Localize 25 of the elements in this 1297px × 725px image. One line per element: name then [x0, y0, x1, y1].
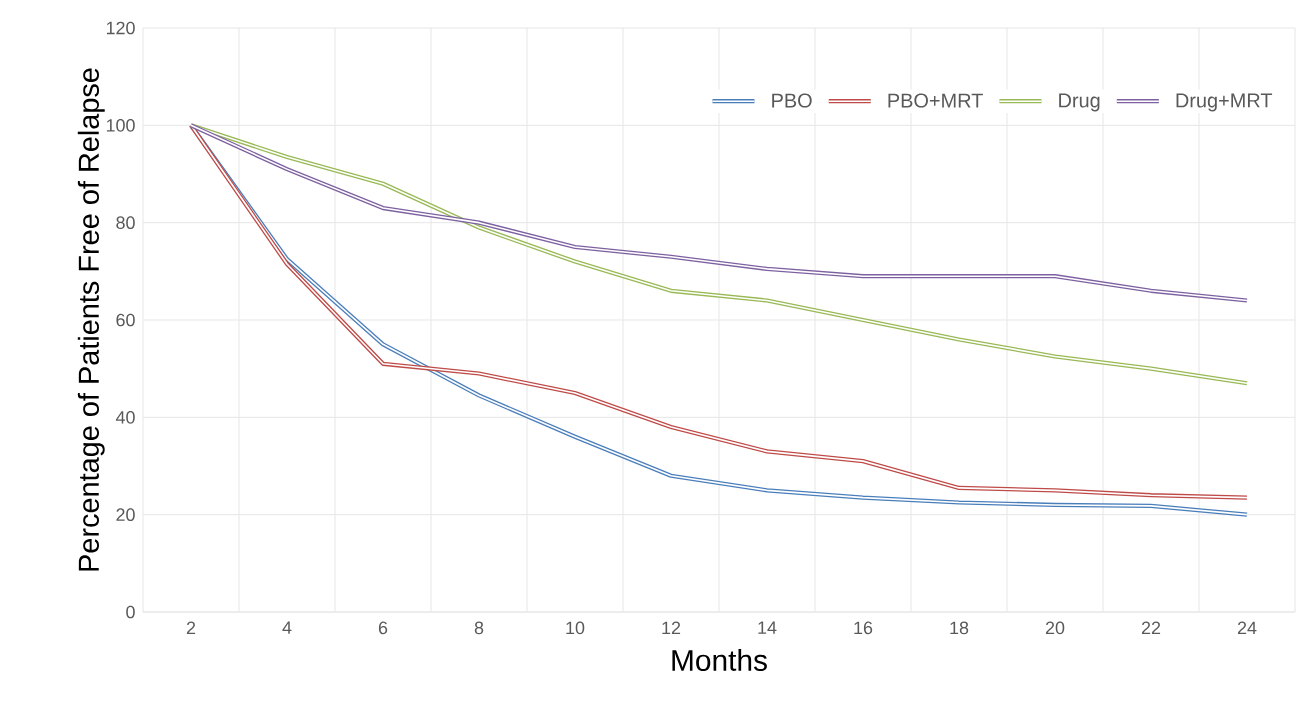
y-tick-label: 100 — [106, 118, 135, 132]
legend-label: Drug — [1059, 93, 1100, 112]
x-tick-label: 10 — [566, 621, 585, 635]
y-axis-title: Percentage of Patients Free of Relapse — [77, 68, 105, 571]
x-tick-label: 8 — [474, 621, 484, 635]
x-tick-label: 16 — [854, 621, 873, 635]
x-tick-label: 2 — [186, 621, 196, 635]
y-tick-label: 120 — [106, 21, 135, 35]
x-tick-label: 12 — [662, 621, 681, 635]
x-tick-label: 18 — [950, 621, 969, 635]
y-tick-label: 80 — [116, 216, 135, 230]
x-tick-label: 22 — [1141, 621, 1161, 635]
legend-label: PBO+MRT — [888, 93, 983, 108]
x-tick-label: 20 — [1045, 621, 1065, 635]
y-tick-label: 20 — [116, 508, 135, 522]
y-tick-label: 40 — [115, 410, 135, 424]
x-tick-label: 6 — [378, 621, 388, 635]
y-tick-label: 60 — [116, 313, 135, 327]
x-tick-label: 14 — [758, 621, 777, 634]
x-tick-label: 4 — [282, 621, 292, 634]
legend-label: PBO — [772, 93, 812, 108]
x-tick-label: 24 — [1237, 621, 1257, 635]
legend-label: Drug+MRT — [1176, 93, 1273, 112]
y-tick-label: 0 — [126, 605, 135, 619]
x-axis-title: Months — [672, 649, 767, 672]
